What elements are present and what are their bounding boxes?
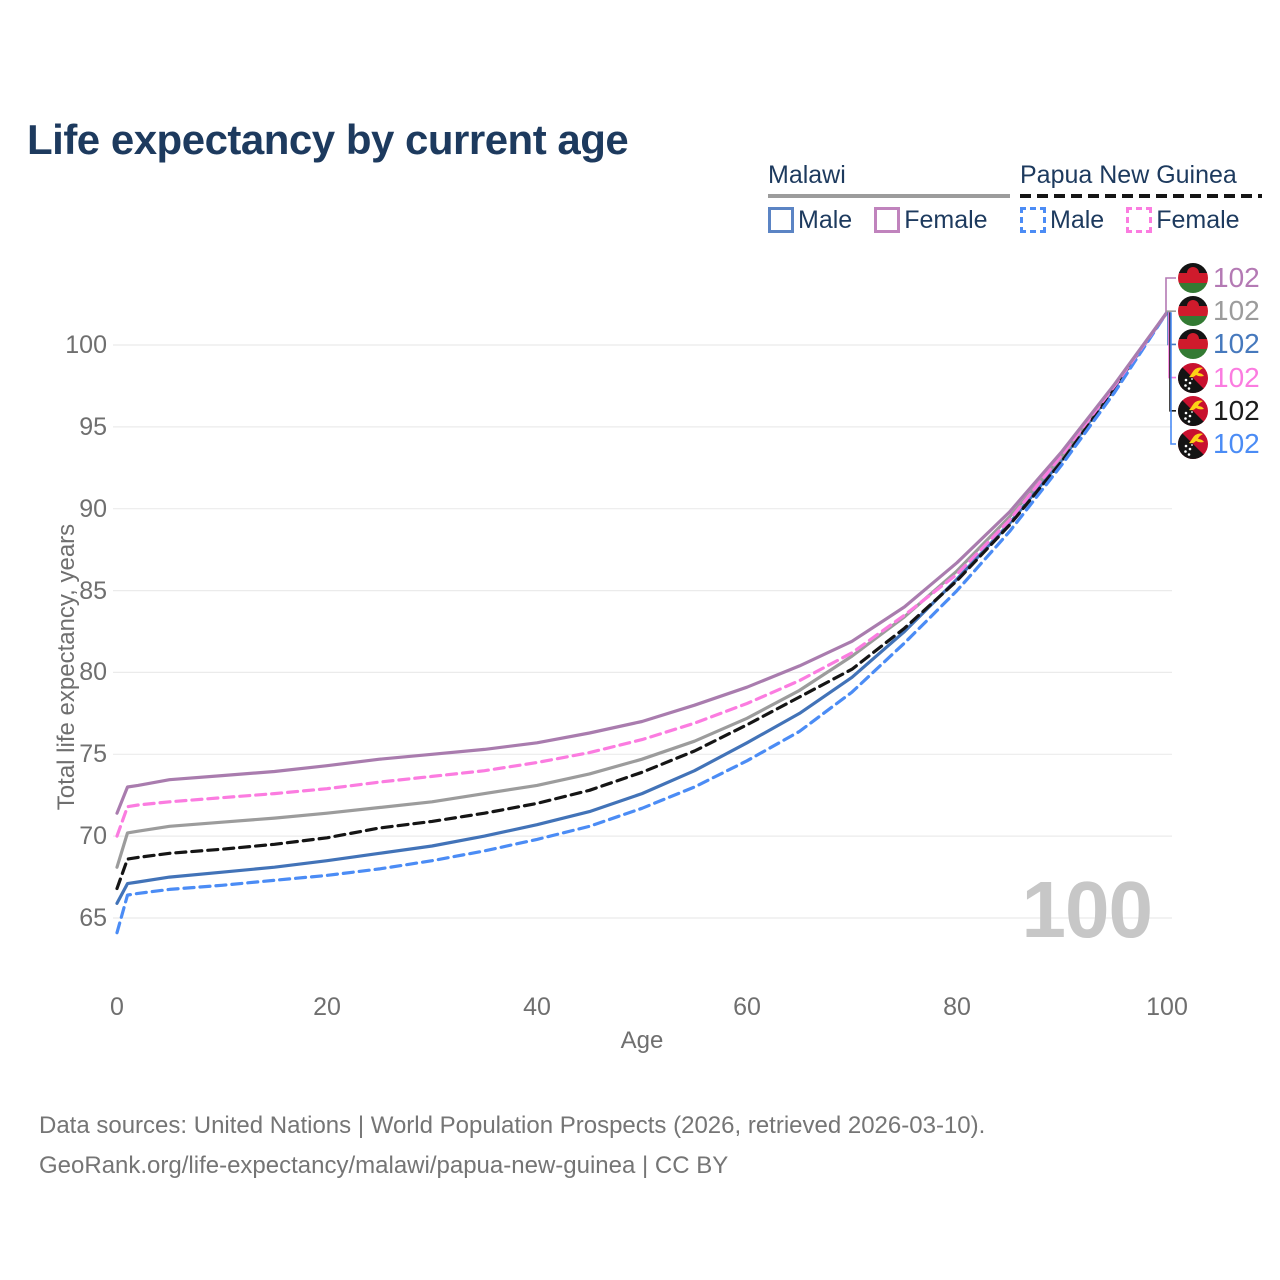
- y-tick-65: 65: [79, 904, 107, 932]
- legend-label-malawi-male[interactable]: Male: [798, 206, 853, 234]
- connector-malawi-both: [1166, 310, 1176, 313]
- legend-group-papua-new-guinea: Papua New Guinea Male Female: [1020, 162, 1262, 233]
- y-tick-75: 75: [79, 740, 107, 769]
- series-line-malawi-both: [115, 310, 1169, 869]
- legend-group-malawi: Malawi Male Female: [768, 162, 1010, 233]
- y-tick-95: 95: [79, 412, 107, 441]
- legend-swatch-malawi-female[interactable]: [874, 207, 901, 233]
- y-tick-80: 80: [79, 658, 107, 687]
- x-tick-80: 80: [943, 993, 971, 1021]
- connector-malawi-male: [1167, 312, 1176, 346]
- age-watermark: 100: [1021, 865, 1153, 954]
- data-sources-line: Data sources: United Nations | World Pop…: [39, 1112, 986, 1139]
- x-axis-title: Age: [620, 1027, 664, 1054]
- legend-row-malawi: Male Female: [768, 207, 1010, 233]
- end-label-row-malawi-male: 102: [1178, 328, 1260, 360]
- end-label-connectors: [1165, 277, 1176, 445]
- series-lines: [115, 310, 1169, 935]
- series-line-png-both: [115, 310, 1169, 891]
- series-line-png-female: [115, 310, 1169, 838]
- connector-malawi-female: [1165, 277, 1176, 313]
- end-label-value-malawi-both: 102: [1213, 295, 1260, 327]
- end-label-row-png-both: 102: [1178, 394, 1260, 426]
- legend-label-png-female[interactable]: Female: [1156, 206, 1240, 234]
- footer: Data sources: United Nations | World Pop…: [39, 1106, 985, 1186]
- malawi-flag-icon: [1178, 329, 1208, 360]
- legend-country-malawi[interactable]: Malawi: [768, 161, 846, 189]
- attribution-line: GeoRank.org/life-expectancy/malawi/papua…: [39, 1152, 729, 1179]
- papua-new-guinea-flag-icon: [1178, 395, 1208, 426]
- legend-label-png-male[interactable]: Male: [1050, 206, 1105, 234]
- papua-new-guinea-flag-icon: [1178, 362, 1208, 393]
- y-tick-85: 85: [79, 576, 107, 605]
- x-tick-100: 100: [1146, 993, 1188, 1021]
- series-line-png-male: [115, 310, 1169, 935]
- legend-row-papua-new-guinea: Male Female: [1020, 207, 1262, 233]
- connector-png-both: [1169, 312, 1176, 412]
- y-tick-100: 100: [65, 331, 107, 359]
- y-axis-title: Total life expectancy, years: [53, 523, 80, 811]
- end-label-row-malawi-both: 102: [1178, 295, 1260, 327]
- end-label-value-png-both: 102: [1213, 394, 1260, 426]
- legend-swatch-png-male[interactable]: [1020, 207, 1046, 233]
- papua-new-guinea-flag-icon: [1178, 429, 1208, 459]
- end-label-value-malawi-female: 102: [1213, 262, 1260, 293]
- legend-label-malawi-female[interactable]: Female: [904, 206, 988, 234]
- page-title: Life expectancy by current age: [27, 116, 629, 164]
- connector-png-female: [1168, 312, 1176, 379]
- legend-swatch-png-female[interactable]: [1126, 207, 1153, 233]
- x-tick-0: 0: [110, 993, 124, 1021]
- end-label-row-png-female: 102: [1178, 361, 1260, 393]
- legend-swatch-malawi-male[interactable]: [768, 207, 794, 233]
- x-tick-60: 60: [733, 993, 761, 1021]
- malawi-flag-icon: [1178, 263, 1208, 293]
- legend-underline-papua-new-guinea: [1020, 194, 1262, 198]
- series-line-malawi-male: [115, 310, 1169, 905]
- connector-png-male: [1170, 312, 1176, 445]
- series-line-malawi-female: [115, 310, 1169, 815]
- end-label-row-malawi-female: 102: [1178, 263, 1260, 293]
- end-label-value-png-female: 102: [1213, 361, 1260, 393]
- end-label-value-png-male: 102: [1213, 428, 1260, 459]
- malawi-flag-icon: [1178, 296, 1208, 327]
- end-label-value-malawi-male: 102: [1213, 328, 1260, 360]
- legend-country-papua-new-guinea[interactable]: Papua New Guinea: [1020, 161, 1237, 189]
- y-tick-90: 90: [79, 494, 107, 523]
- x-tick-20: 20: [313, 993, 341, 1021]
- legend-underline-malawi: [768, 194, 1010, 198]
- gridlines: [113, 344, 1172, 919]
- x-tick-40: 40: [523, 993, 551, 1021]
- y-tick-70: 70: [79, 822, 107, 851]
- end-label-row-png-male: 102: [1178, 429, 1260, 459]
